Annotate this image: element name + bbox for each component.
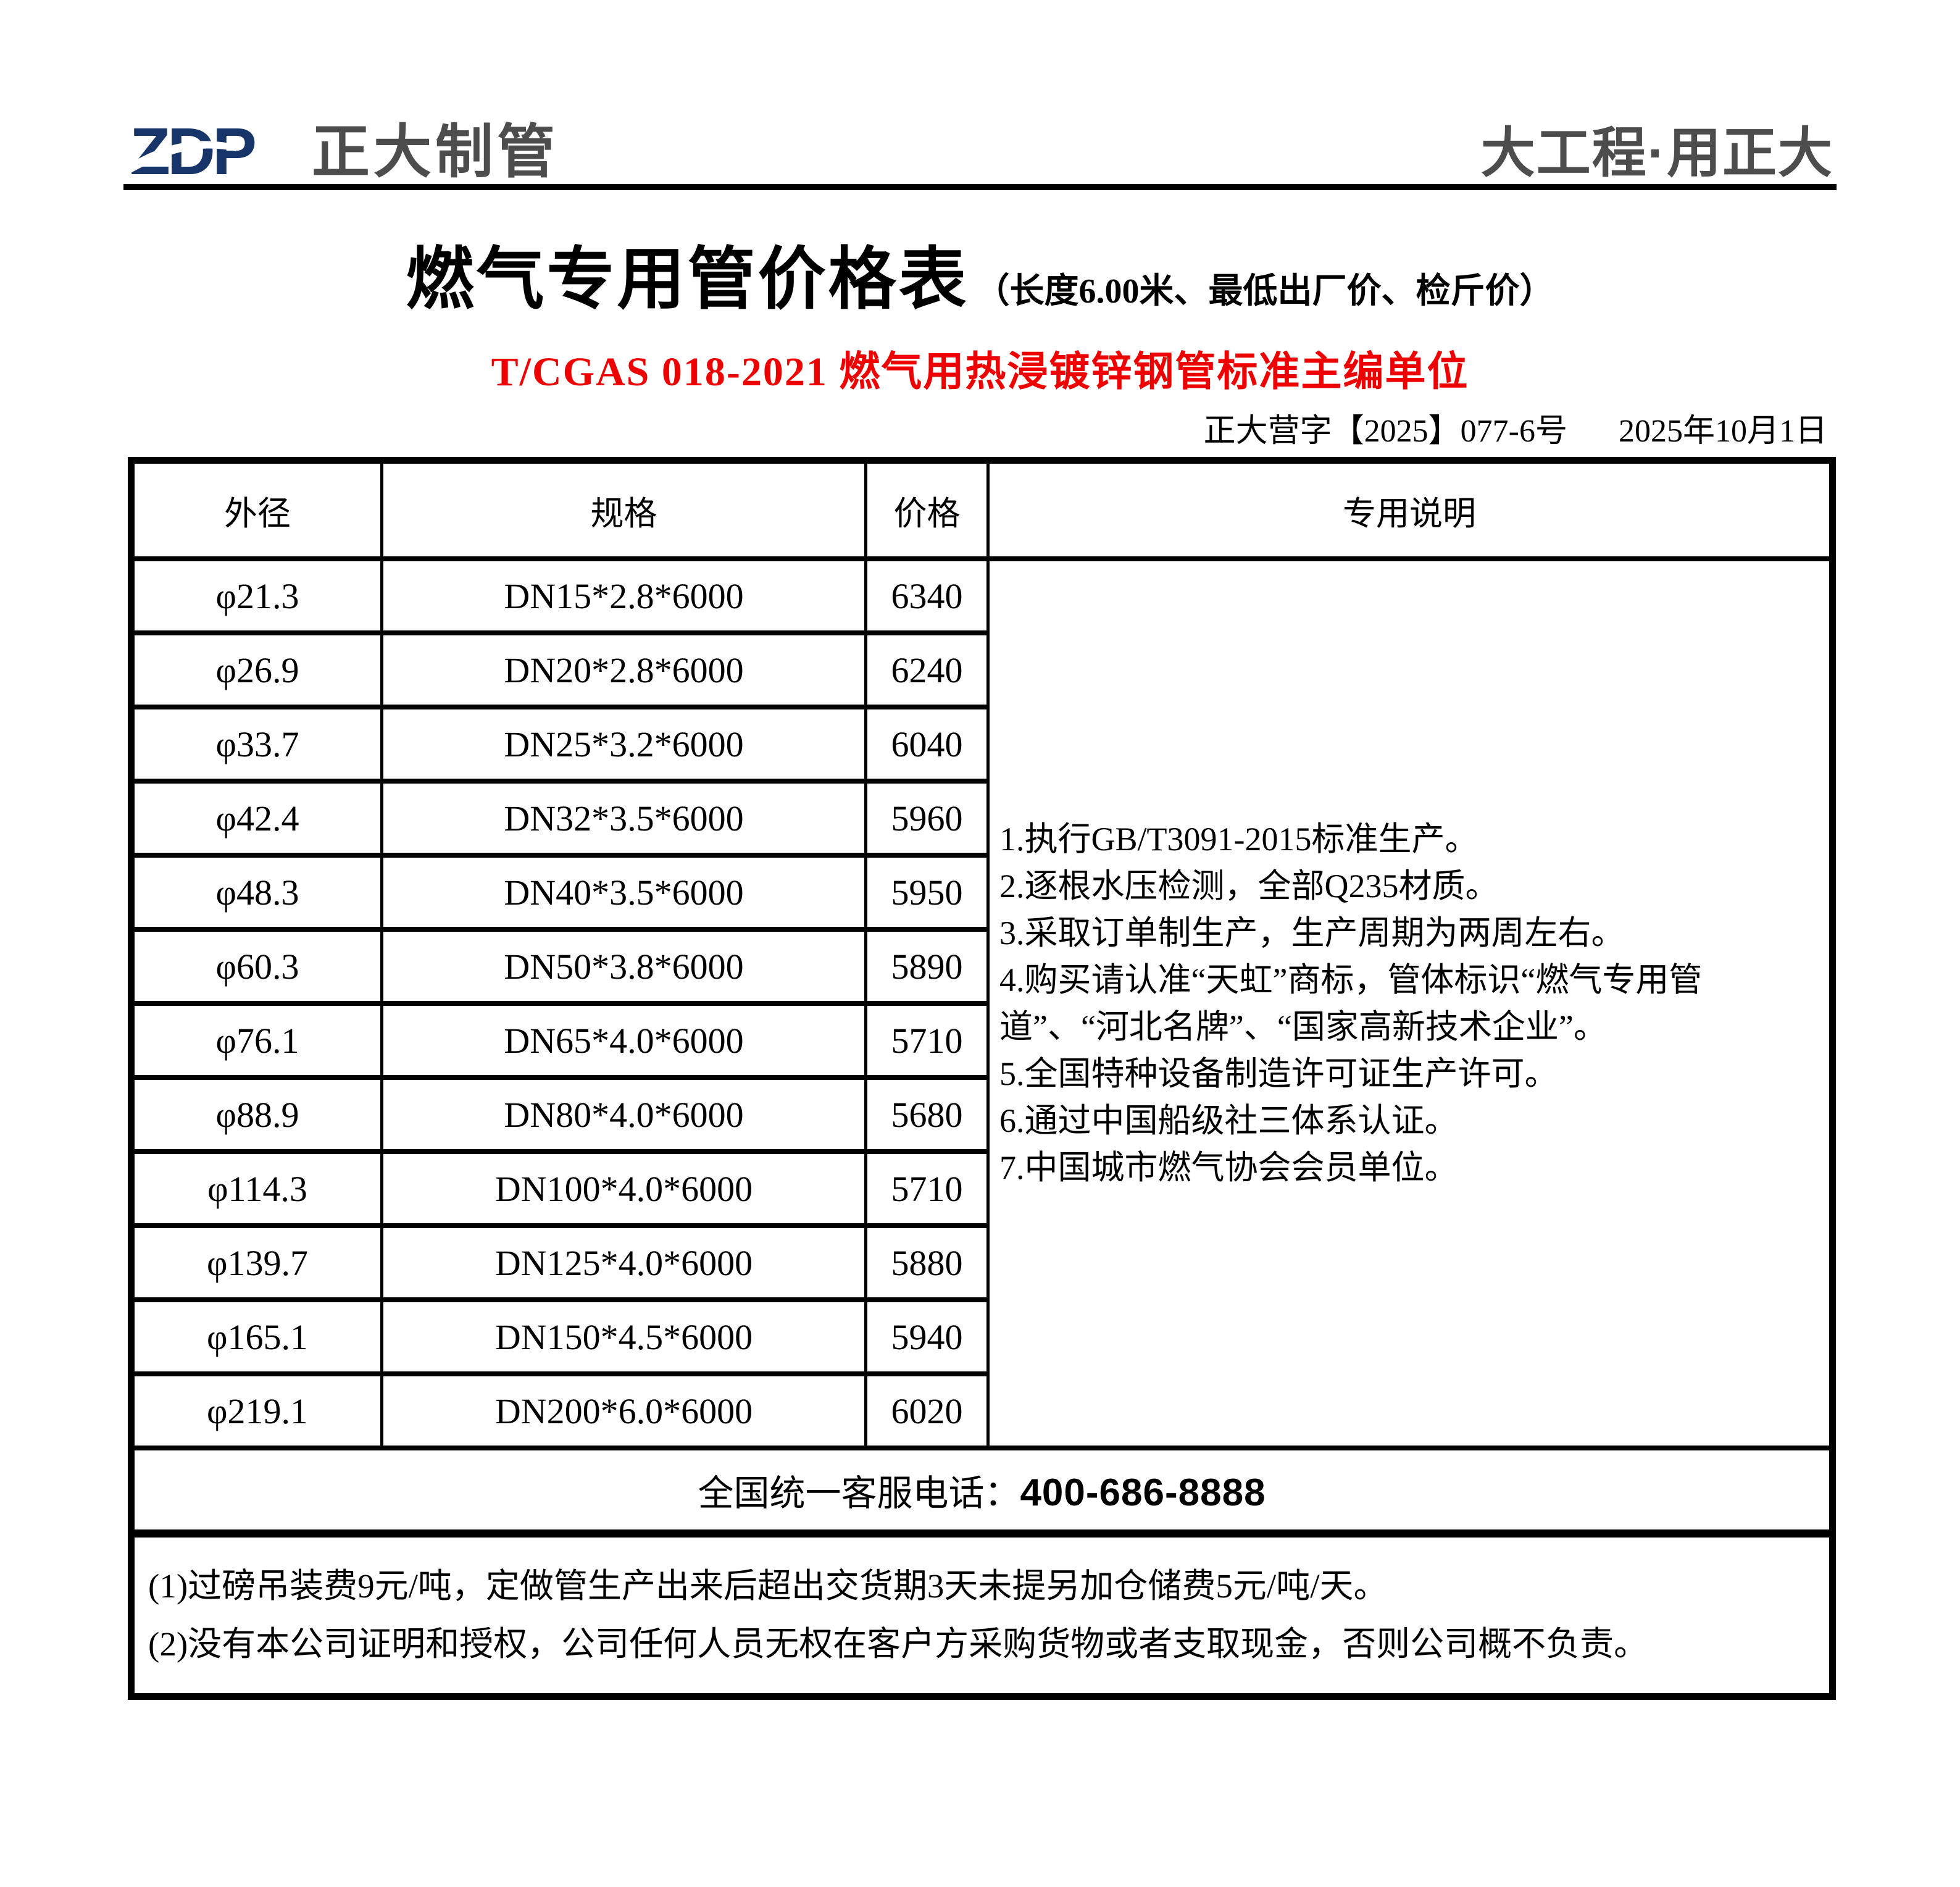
note-line: 5.全国特种设备制造许可证生产许可。 bbox=[999, 1055, 1558, 1092]
table-row: φ76.1 DN65*4.0*6000 5710 bbox=[130, 1001, 1833, 1080]
price-cell: 5710 bbox=[864, 1001, 990, 1080]
diameter-cell: φ165.1 bbox=[130, 1297, 383, 1376]
price-cell: 5880 bbox=[864, 1223, 990, 1302]
note-line: 3.采取订单制生产，生产周期为两周左右。 bbox=[999, 914, 1625, 952]
diameter-cell: φ21.3 bbox=[130, 556, 383, 635]
spec-cell: DN32*3.5*6000 bbox=[380, 779, 867, 858]
note-line: 6.通过中国船级社三体系认证。 bbox=[999, 1102, 1458, 1139]
spec-cell: DN80*4.0*6000 bbox=[380, 1075, 867, 1154]
diameter-cell: φ139.7 bbox=[130, 1223, 383, 1302]
title-line: 燃气专用管价格表 （长度6.00米、最低出厂价、检斤价） bbox=[0, 224, 1960, 322]
table-row: φ60.3 DN50*3.8*6000 5890 bbox=[130, 927, 1833, 1006]
price-cell: 6020 bbox=[864, 1371, 990, 1450]
footer-notes: (1)过磅吊装费9元/吨，定做管生产出来后超出交货期3天未提另加仓储费5元/吨/… bbox=[135, 1557, 1829, 1673]
special-notes-cell: 1.执行GB/T3091-2015标准生产。 2.逐根水压检测，全部Q235材质… bbox=[986, 556, 1834, 1450]
spec-cell: DN20*2.8*6000 bbox=[380, 630, 867, 709]
column-header-notes: 专用说明 bbox=[986, 458, 1834, 561]
spec-cell: DN100*4.0*6000 bbox=[380, 1149, 867, 1228]
table-row: φ48.3 DN40*3.5*6000 5950 bbox=[130, 853, 1833, 932]
header-divider bbox=[123, 184, 1837, 190]
table-row: φ219.1 DN200*6.0*6000 6020 bbox=[130, 1371, 1833, 1450]
title-subnote: （长度6.00米、最低出厂价、检斤价） bbox=[975, 272, 1554, 311]
column-header-diameter: 外径 bbox=[130, 458, 383, 561]
company-logo: ZDP 正大制管 bbox=[130, 121, 559, 183]
column-header-price: 价格 bbox=[864, 458, 990, 561]
table-row: φ88.9 DN80*4.0*6000 5680 bbox=[130, 1075, 1833, 1154]
table-row: φ114.3 DN100*4.0*6000 5710 bbox=[130, 1149, 1833, 1228]
spec-cell: DN40*3.5*6000 bbox=[380, 853, 867, 932]
diameter-cell: φ26.9 bbox=[130, 630, 383, 709]
zdp-logo-icon: ZDP bbox=[130, 122, 258, 182]
diameter-cell: φ219.1 bbox=[130, 1371, 383, 1450]
diameter-cell: φ60.3 bbox=[130, 927, 383, 1006]
footer-note-line: (1)过磅吊装费9元/吨，定做管生产出来后超出交货期3天未提另加仓储费5元/吨/… bbox=[148, 1567, 1388, 1605]
diameter-cell: φ33.7 bbox=[130, 705, 383, 784]
price-cell: 6340 bbox=[864, 556, 990, 635]
header-slogan: 大工程·用正大 bbox=[1480, 122, 1833, 183]
standard-line: T/CGAS 018-2021 燃气用热浸镀锌钢管标准主编单位 bbox=[491, 349, 1469, 395]
special-notes-list: 1.执行GB/T3091-2015标准生产。 2.逐根水压检测，全部Q235材质… bbox=[991, 816, 1830, 1191]
spec-cell: DN25*3.2*6000 bbox=[380, 705, 867, 784]
table-row: φ139.7 DN125*4.0*6000 5880 bbox=[130, 1223, 1833, 1302]
price-cell: 5960 bbox=[864, 779, 990, 858]
spec-cell: DN200*6.0*6000 bbox=[380, 1371, 867, 1450]
spec-cell: DN50*3.8*6000 bbox=[380, 927, 867, 1006]
zdp-logo-swoosh bbox=[131, 141, 236, 173]
note-line: 4.购买请认准“天虹”商标，管体标识“燃气专用管道”、“河北名牌”、“国家高新技… bbox=[999, 961, 1703, 1045]
diameter-cell: φ88.9 bbox=[130, 1075, 383, 1154]
price-cell: 5710 bbox=[864, 1149, 990, 1228]
price-cell: 5950 bbox=[864, 853, 990, 932]
service-phone-number: 400-686-8888 bbox=[1020, 1471, 1266, 1514]
diameter-cell: φ48.3 bbox=[130, 853, 383, 932]
doc-number-line: 正大营字【2025】077-6号 2025年10月1日 bbox=[1204, 404, 1827, 451]
price-cell: 6040 bbox=[864, 705, 990, 784]
page-title: 燃气专用管价格表 bbox=[406, 242, 969, 317]
table-row: φ26.9 DN20*2.8*6000 6240 bbox=[130, 630, 1833, 709]
column-header-spec: 规格 bbox=[380, 458, 867, 561]
diameter-cell: φ42.4 bbox=[130, 779, 383, 858]
diameter-cell: φ76.1 bbox=[130, 1001, 383, 1080]
footer-notes-cell: (1)过磅吊装费9元/吨，定做管生产出来后超出交货期3天未提另加仓储费5元/吨/… bbox=[130, 1531, 1834, 1699]
price-cell: 5940 bbox=[864, 1297, 990, 1376]
spec-cell: DN125*4.0*6000 bbox=[380, 1223, 867, 1302]
service-phone-label: 全国统一客服电话： bbox=[698, 1473, 1020, 1513]
table-header-row: 外径 规格 价格 专用说明 bbox=[130, 458, 1834, 561]
doc-date: 2025年10月1日 bbox=[1618, 414, 1827, 449]
spec-cell: DN15*2.8*6000 bbox=[380, 556, 867, 635]
table-row: φ21.3 DN15*2.8*6000 6340 1.执行GB/T3091-20… bbox=[130, 556, 1834, 1450]
spec-cell: DN150*4.5*6000 bbox=[380, 1297, 867, 1376]
service-phone-cell: 全国统一客服电话：400-686-8888 bbox=[130, 1446, 1834, 1538]
spec-cell: DN65*4.0*6000 bbox=[380, 1001, 867, 1080]
footer-notes-row: (1)过磅吊装费9元/吨，定做管生产出来后超出交货期3天未提另加仓储费5元/吨/… bbox=[130, 1531, 1834, 1699]
table-row: φ42.4 DN32*3.5*6000 5960 bbox=[130, 779, 1833, 858]
service-phone-row: 全国统一客服电话：400-686-8888 bbox=[130, 1446, 1834, 1538]
company-name: 正大制管 bbox=[312, 119, 559, 184]
price-table: 外径 规格 价格 专用说明 φ21.3 DN15*2.8*6000 6340 1… bbox=[128, 457, 1836, 1700]
price-cell: 5890 bbox=[864, 927, 990, 1006]
table-row: φ165.1 DN150*4.5*6000 5940 bbox=[130, 1297, 1833, 1376]
diameter-cell: φ114.3 bbox=[130, 1149, 383, 1228]
price-cell: 5680 bbox=[864, 1075, 990, 1154]
price-cell: 6240 bbox=[864, 630, 990, 709]
note-line: 1.执行GB/T3091-2015标准生产。 bbox=[999, 821, 1478, 858]
table-row: φ33.7 DN25*3.2*6000 6040 bbox=[130, 705, 1833, 784]
zdp-logo-text: ZDP bbox=[130, 122, 255, 182]
note-line: 7.中国城市燃气协会会员单位。 bbox=[999, 1149, 1458, 1186]
footer-note-line: (2)没有本公司证明和授权，公司任何人员无权在客户方采购货物或者支取现金，否则公… bbox=[148, 1625, 1648, 1663]
note-line: 2.逐根水压检测，全部Q235材质。 bbox=[999, 868, 1499, 905]
doc-number: 正大营字【2025】077-6号 bbox=[1203, 414, 1567, 449]
